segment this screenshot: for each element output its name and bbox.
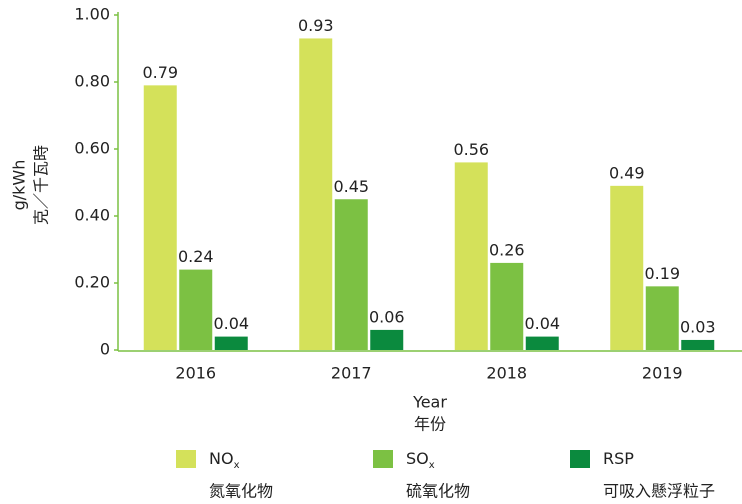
x-tick-label: 2019: [642, 364, 683, 383]
legend-label: RSP: [603, 449, 634, 468]
bar: [681, 339, 715, 350]
legend-subscript: x: [234, 460, 240, 471]
data-label: 0.79: [142, 63, 178, 82]
data-label: 0.19: [644, 264, 680, 283]
bar: [645, 286, 679, 350]
data-label: 0.03: [680, 317, 716, 336]
data-label: 0.26: [489, 240, 525, 259]
bar: [179, 269, 213, 350]
bar: [370, 329, 404, 350]
y-axis-label-zh: 克／千瓦時: [32, 145, 51, 225]
data-label: 0.24: [178, 247, 214, 266]
bar: [143, 85, 177, 350]
y-tick-label: 0.80: [74, 72, 110, 91]
x-tick-label: 2018: [486, 364, 527, 383]
y-tick-label: 0.40: [74, 206, 110, 225]
data-label: 0.49: [609, 163, 645, 182]
bar: [299, 38, 333, 350]
data-label: 0.04: [213, 314, 249, 333]
y-tick-label: 0: [100, 340, 110, 359]
legend-label-zh: 硫氧化物: [406, 482, 470, 501]
legend-label-zh: 氮氧化物: [209, 482, 273, 501]
legend-swatch: [570, 450, 590, 468]
x-tick-label: 2016: [175, 364, 216, 383]
legend-name: NO: [209, 449, 234, 468]
data-label: 0.56: [453, 140, 489, 159]
bar: [525, 336, 559, 350]
data-label: 0.93: [298, 16, 334, 35]
legend-label: SOx: [406, 449, 435, 472]
legend-swatch: [176, 450, 196, 468]
bar: [454, 162, 488, 350]
legend-swatch: [373, 450, 393, 468]
y-tick-label: 0.60: [74, 139, 110, 158]
data-label: 0.04: [524, 314, 560, 333]
bar: [490, 262, 524, 350]
legend-label-zh: 可吸入懸浮粒子: [603, 482, 715, 501]
x-axis-label: Year: [412, 393, 447, 412]
legend-label: NOx: [209, 449, 240, 472]
bar: [334, 199, 368, 350]
legend-name: SO: [406, 449, 429, 468]
legend-name: RSP: [603, 449, 634, 468]
y-tick-label: 1.00: [74, 5, 110, 24]
data-label: 0.45: [333, 177, 369, 196]
bar: [610, 185, 644, 350]
x-tick-label: 2017: [331, 364, 372, 383]
bar: [214, 336, 248, 350]
x-axis-label-zh: 年份: [414, 415, 446, 434]
y-axis-label: g/kWh: [10, 160, 29, 211]
legend-subscript: x: [429, 460, 435, 471]
data-label: 0.06: [369, 307, 405, 326]
y-tick-label: 0.20: [74, 273, 110, 292]
